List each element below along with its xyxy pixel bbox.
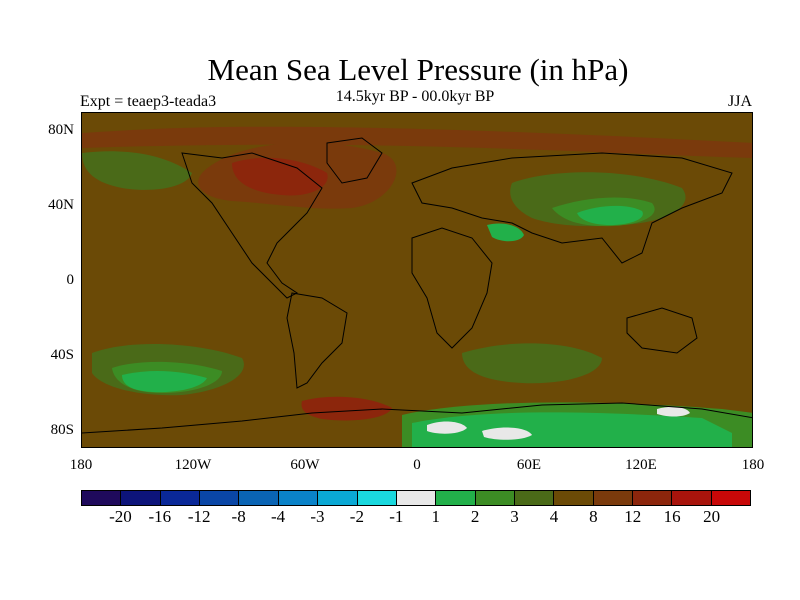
arctic-band-region xyxy=(82,126,752,158)
australia-coastline xyxy=(626,307,698,354)
map-background xyxy=(82,113,752,447)
arabia-green-region xyxy=(487,223,524,242)
colorbar-swatch xyxy=(593,491,634,505)
lon-tick-0: 0 xyxy=(413,457,421,473)
colorbar-label: -20 xyxy=(109,507,132,526)
colorbar-label: 2 xyxy=(470,507,480,526)
colorbar-swatch xyxy=(514,491,555,505)
experiment-label: Expt = teaep3-teada3 xyxy=(80,93,217,110)
colorbar-label: 16 xyxy=(663,507,681,526)
colorbar-swatch xyxy=(475,491,515,505)
colorbar-label: -8 xyxy=(231,507,246,526)
lat-tick-80s: 80S xyxy=(50,422,74,438)
colorbar-label: 3 xyxy=(510,507,519,526)
lat-tick-80n: 80N xyxy=(48,122,74,138)
antarctic-white-patch-2 xyxy=(482,427,532,440)
colorbar-swatch xyxy=(711,491,751,505)
colorbar-swatch xyxy=(200,491,240,505)
colorbar-swatch xyxy=(278,491,319,505)
colorbar-swatch xyxy=(82,491,122,505)
lon-tick-60w: 60W xyxy=(290,457,320,473)
colorbar-swatch xyxy=(554,491,594,505)
chart-title: Mean Sea Level Pressure (in hPa) xyxy=(207,52,629,87)
north-pacific-low-region xyxy=(82,151,192,190)
coastlines xyxy=(82,137,752,434)
north-america-coastline xyxy=(181,152,323,299)
indian-ocean-low-region xyxy=(462,343,602,384)
colorbar-swatch xyxy=(318,491,358,505)
lon-tick-120w: 120W xyxy=(174,457,212,473)
colorbar-swatch xyxy=(239,491,279,505)
greenland-coastline xyxy=(326,137,383,184)
colorbar-label: 12 xyxy=(624,507,642,526)
chart-subtitle: 14.5kyr BP - 00.0kyr BP xyxy=(335,88,495,105)
colorbar-label: -12 xyxy=(187,507,211,526)
colorbar-label: 4 xyxy=(549,507,559,526)
colorbar-label: 1 xyxy=(431,507,440,526)
antarctic-high-region xyxy=(301,396,392,421)
map-panel xyxy=(81,112,753,448)
colorbar-swatch xyxy=(357,491,397,505)
asia-bright-green-region xyxy=(577,205,643,225)
lat-tick-40s: 40S xyxy=(50,347,74,363)
colorbar-label: -2 xyxy=(349,507,364,526)
antarctic-white-patch-1 xyxy=(427,421,467,434)
lat-tick-40n: 40N xyxy=(48,197,74,213)
colorbar-label: 20 xyxy=(703,507,721,526)
south-america-coastline xyxy=(286,292,348,389)
colorbar xyxy=(81,490,751,506)
lon-tick-60e: 60E xyxy=(516,457,542,473)
eurasia-coastline xyxy=(411,152,733,264)
colorbar-label: -3 xyxy=(310,507,325,526)
antarctic-white-patch-3 xyxy=(657,406,690,417)
colorbar-label: 8 xyxy=(589,507,598,526)
colorbar-label: -16 xyxy=(148,507,172,526)
north-atlantic-high-region xyxy=(232,157,328,196)
colorbar-label: -4 xyxy=(270,507,286,526)
colorbar-swatch xyxy=(436,491,476,505)
colorbar-swatch xyxy=(633,491,673,505)
south-pacific-bright-region xyxy=(122,371,207,393)
season-label: JJA xyxy=(727,93,752,110)
antarctica-coastline xyxy=(82,402,752,434)
lon-tick-180w: 180 xyxy=(69,457,93,473)
colorbar-swatch xyxy=(396,491,437,505)
colorbar-swatch xyxy=(121,491,161,505)
lon-tick-120e: 120E xyxy=(625,457,657,473)
colorbar-label: -1 xyxy=(389,507,404,526)
colorbar-swatch xyxy=(672,491,712,505)
lat-tick-0: 0 xyxy=(66,272,75,288)
lon-tick-180e: 180 xyxy=(741,457,765,473)
colorbar-swatch xyxy=(160,491,201,505)
pressure-map xyxy=(82,113,752,447)
africa-coastline xyxy=(411,227,493,349)
